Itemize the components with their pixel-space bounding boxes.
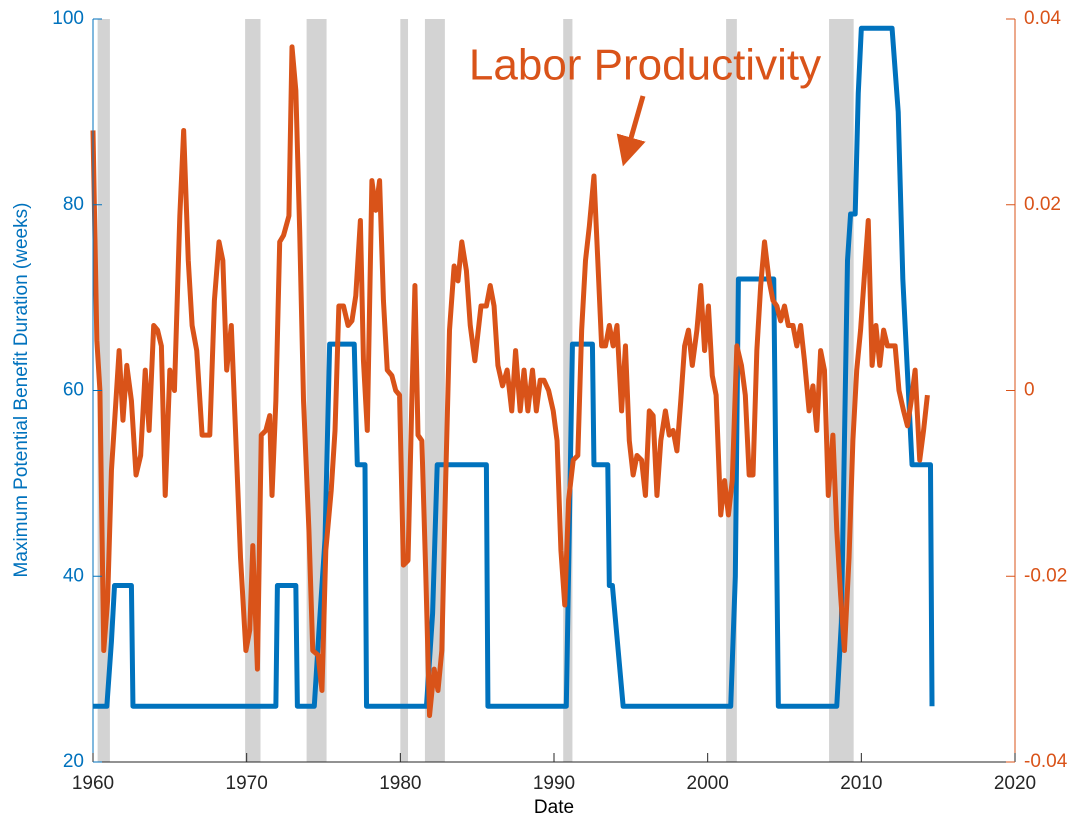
x-tick-label: 1980: [379, 773, 421, 794]
recession-band: [726, 19, 737, 762]
x-tick-label: 1990: [533, 773, 575, 794]
x-axis-label: Date: [534, 797, 574, 818]
recession-band: [400, 19, 409, 762]
axes: 1960 1970 1980 1990 2000 2010 202020406080100-…: [52, 8, 1067, 794]
x-tick-label: 1960: [72, 773, 114, 794]
x-tick-label: 2000: [687, 773, 729, 794]
y2-tick-label: 0: [1024, 380, 1035, 401]
recession-band: [563, 19, 573, 762]
y2-tick-label: -0.04: [1024, 751, 1068, 772]
plot-lines: [90, 25, 935, 719]
recession-band: [424, 19, 445, 762]
y-tick-label: 20: [63, 751, 84, 772]
annotation-arrow: [616, 95, 646, 167]
x-tick-label: 2010: [840, 773, 882, 794]
y-axis-label: Maximum Potential Benefit Duration (week…: [11, 203, 32, 578]
series-line: [93, 25, 935, 709]
annotation: Labor Productivity: [469, 41, 821, 90]
y-tick-label: 100: [52, 8, 84, 29]
y-tick-label: 60: [63, 380, 84, 401]
series-line: [90, 44, 930, 719]
y-tick-label: 40: [63, 565, 84, 586]
y2-tick-label: 0.04: [1024, 8, 1061, 29]
x-tick-label: 1970: [226, 773, 268, 794]
y-tick-label: 80: [63, 194, 84, 215]
y2-tick-label: 0.02: [1024, 194, 1061, 215]
y2-tick-label: -0.02: [1024, 565, 1067, 586]
x-tick-label: 2020: [994, 773, 1036, 794]
